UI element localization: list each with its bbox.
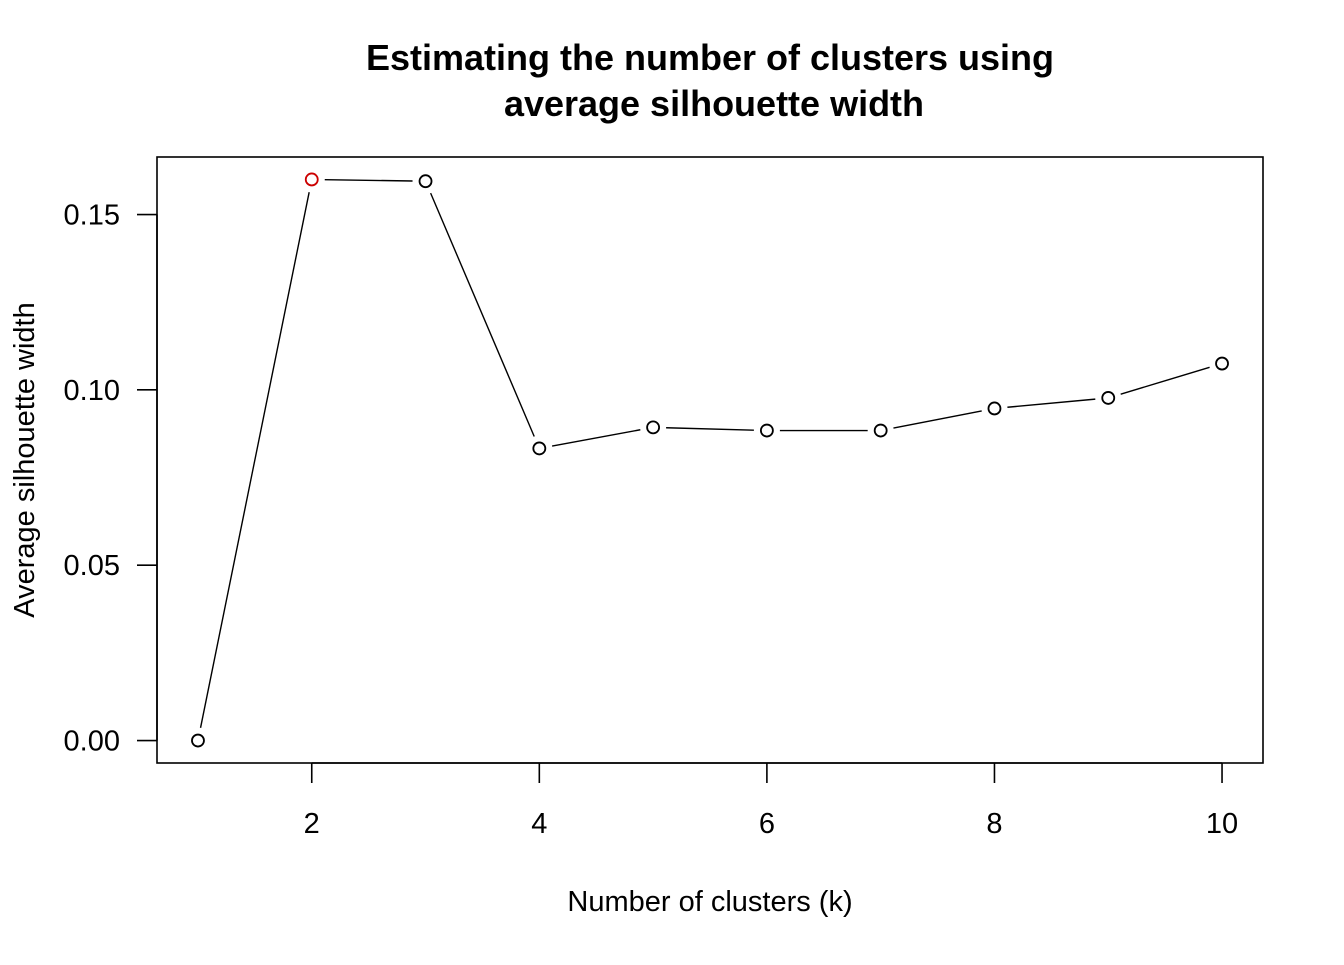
line-segment bbox=[1120, 366, 1210, 395]
data-point bbox=[1101, 391, 1116, 405]
data-point bbox=[418, 174, 433, 189]
line-segment bbox=[551, 429, 641, 447]
data-point bbox=[873, 423, 888, 438]
data-point bbox=[646, 420, 661, 435]
x-tick-label: 2 bbox=[304, 808, 320, 840]
plot-frame bbox=[156, 156, 1264, 764]
x-tick-label: 8 bbox=[986, 808, 1002, 840]
y-axis-label: Average silhouette width bbox=[9, 302, 41, 617]
line-segment bbox=[429, 192, 535, 437]
y-axis: 0.00 0.05 0.10 0.15 bbox=[64, 200, 158, 758]
data-point bbox=[987, 401, 1002, 416]
data-point bbox=[759, 423, 774, 438]
line-segment bbox=[1007, 398, 1096, 408]
data-point bbox=[191, 733, 205, 748]
x-axis-label: Number of clusters (k) bbox=[567, 886, 852, 918]
y-tick-label: 0.15 bbox=[64, 200, 120, 232]
y-tick-label: 0.05 bbox=[64, 550, 120, 582]
line-segment bbox=[666, 427, 754, 431]
chart-title-line-2: average silhouette width bbox=[504, 83, 924, 124]
data-point bbox=[532, 441, 547, 456]
data-point bbox=[1215, 356, 1229, 371]
series-line bbox=[199, 178, 1210, 728]
x-tick-label: 4 bbox=[531, 808, 547, 840]
highlighted-point bbox=[304, 172, 319, 187]
x-tick-label: 6 bbox=[759, 808, 775, 840]
line-segment bbox=[324, 178, 413, 182]
x-tick-label: 10 bbox=[1206, 808, 1238, 840]
y-tick-label: 0.00 bbox=[64, 726, 120, 758]
y-tick-label: 0.10 bbox=[64, 375, 120, 407]
line-segment bbox=[199, 192, 310, 728]
chart-title-line-1: Estimating the number of clusters using bbox=[366, 37, 1054, 78]
x-axis: 2 4 6 8 10 bbox=[304, 762, 1238, 840]
series-points bbox=[191, 172, 1229, 748]
line-segment bbox=[893, 410, 982, 429]
